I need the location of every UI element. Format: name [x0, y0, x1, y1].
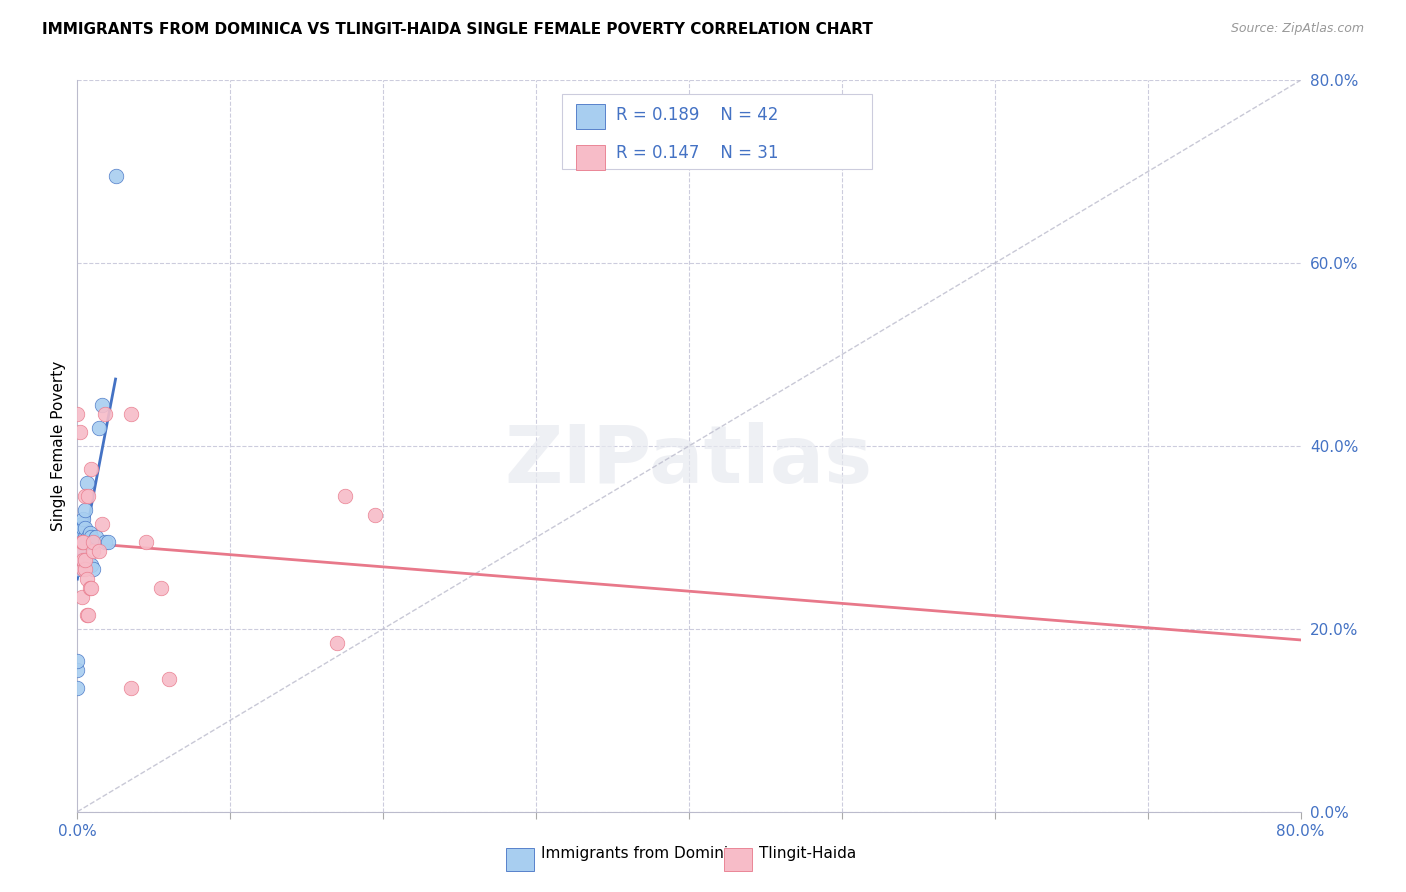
Point [66, 407, 89, 421]
Point [69, 425, 91, 440]
Point [70, 590, 93, 604]
Point [76, 535, 98, 549]
Point [72, 525, 94, 540]
Point [70, 521, 93, 535]
Point [66, 558, 89, 572]
Point [80, 462, 103, 476]
Point [73, 530, 96, 544]
Point [120, 407, 142, 421]
Point [80, 581, 103, 595]
Text: R = 0.189    N = 42: R = 0.189 N = 42 [616, 106, 778, 124]
Point [82, 535, 104, 549]
Point [73, 521, 96, 535]
Point [90, 516, 112, 531]
Point [157, 672, 180, 686]
Point [79, 525, 101, 540]
Point [70, 530, 93, 544]
Point [72, 535, 94, 549]
Point [66, 530, 89, 544]
Text: ZIPatlas: ZIPatlas [505, 422, 873, 500]
Point [364, 508, 387, 522]
Point [70, 516, 93, 531]
Point [87, 421, 110, 435]
Point [73, 503, 96, 517]
Point [84, 530, 107, 544]
Text: Tlingit-Haida: Tlingit-Haida [759, 847, 856, 861]
Y-axis label: Single Female Poverty: Single Female Poverty [51, 361, 66, 531]
Point [77, 489, 100, 503]
Point [66, 540, 89, 554]
Point [97, 535, 120, 549]
Point [77, 535, 100, 549]
Point [76, 475, 98, 490]
Point [73, 535, 96, 549]
Text: Immigrants from Dominica: Immigrants from Dominica [541, 847, 747, 861]
Point [79, 581, 101, 595]
Point [66, 521, 89, 535]
Point [72, 562, 94, 576]
Point [66, 681, 89, 696]
Point [150, 581, 173, 595]
Point [70, 525, 93, 540]
Point [72, 530, 94, 544]
Point [72, 512, 94, 526]
Point [73, 562, 96, 576]
Point [333, 489, 356, 503]
Point [77, 608, 100, 623]
Point [76, 572, 98, 586]
Point [70, 535, 93, 549]
Point [69, 540, 91, 554]
Point [66, 549, 89, 563]
Point [73, 489, 96, 503]
Point [326, 635, 349, 649]
Point [73, 553, 96, 567]
Point [82, 535, 104, 549]
Point [79, 535, 101, 549]
Point [94, 535, 117, 549]
Point [87, 544, 110, 558]
Point [82, 562, 104, 576]
Point [66, 562, 89, 576]
Point [104, 169, 127, 184]
Point [76, 608, 98, 623]
Text: R = 0.147    N = 31: R = 0.147 N = 31 [616, 144, 779, 161]
Point [69, 544, 91, 558]
Point [135, 535, 157, 549]
Point [80, 530, 103, 544]
Point [69, 530, 91, 544]
Point [120, 681, 142, 696]
Text: IMMIGRANTS FROM DOMINICA VS TLINGIT-HAIDA SINGLE FEMALE POVERTY CORRELATION CHAR: IMMIGRANTS FROM DOMINICA VS TLINGIT-HAID… [42, 22, 873, 37]
Point [90, 398, 112, 412]
Point [72, 553, 94, 567]
Point [94, 407, 117, 421]
Point [72, 521, 94, 535]
Point [77, 530, 100, 544]
Point [82, 544, 104, 558]
Point [69, 525, 91, 540]
Text: Source: ZipAtlas.com: Source: ZipAtlas.com [1230, 22, 1364, 36]
Point [66, 654, 89, 668]
Point [80, 558, 103, 572]
Point [66, 663, 89, 677]
Point [66, 530, 89, 544]
Point [69, 530, 91, 544]
